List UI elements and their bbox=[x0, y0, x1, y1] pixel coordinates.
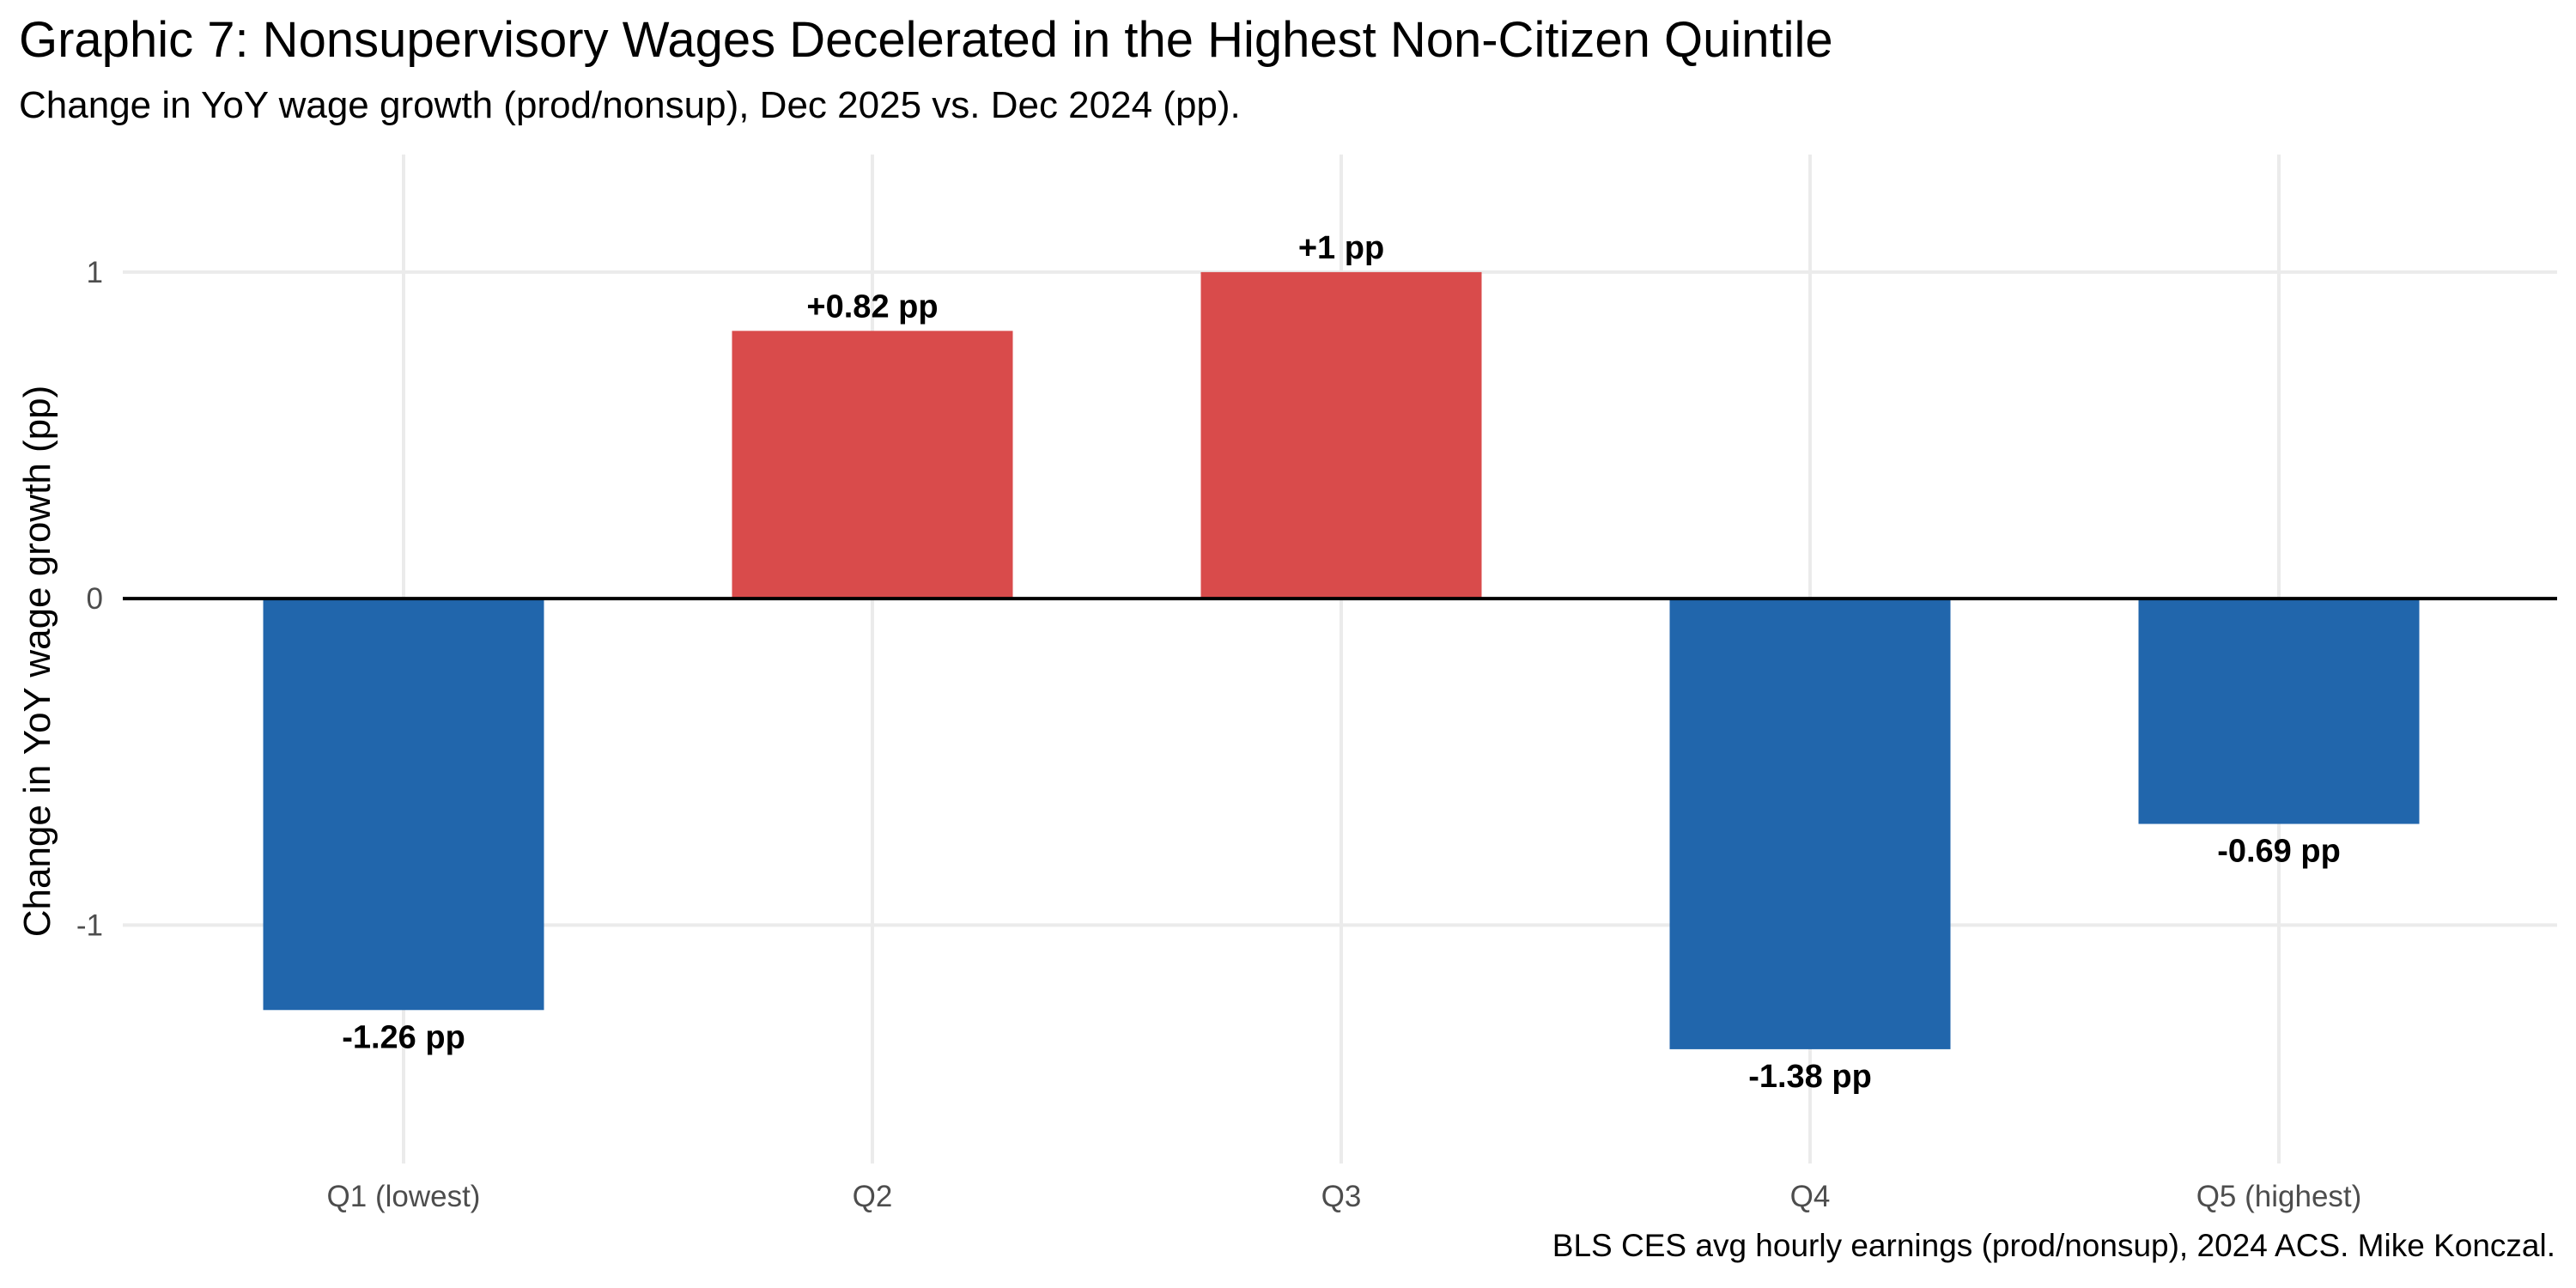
x-tick-label: Q1 (lowest) bbox=[327, 1180, 481, 1213]
y-axis-ticks: -1 0 1 bbox=[76, 256, 103, 943]
x-axis-ticks: Q1 (lowest) Q2 Q3 Q4 Q5 (highest) bbox=[327, 1180, 2362, 1213]
y-tick-label: -1 bbox=[76, 908, 103, 942]
y-axis-title: Change in YoY wage growth (pp) bbox=[16, 386, 58, 938]
x-tick-label: Q2 bbox=[853, 1180, 893, 1213]
chart-subtitle: Change in YoY wage growth (prod/nonsup),… bbox=[19, 84, 1241, 126]
bar-5 bbox=[2138, 598, 2420, 824]
x-tick-label: Q3 bbox=[1321, 1180, 1362, 1213]
data-label-4: -1.38 pp bbox=[1748, 1059, 1872, 1095]
bars bbox=[263, 271, 2420, 1049]
y-tick-label: 1 bbox=[87, 256, 103, 289]
x-tick-label: Q4 bbox=[1790, 1180, 1831, 1213]
data-label-1: -1.26 pp bbox=[342, 1019, 465, 1055]
bar-2 bbox=[732, 331, 1013, 599]
x-tick-label: Q5 (highest) bbox=[2196, 1180, 2362, 1213]
chart-title: Graphic 7: Nonsupervisory Wages Decelera… bbox=[19, 12, 1833, 68]
data-labels: -1.26 pp +0.82 pp +1 pp -1.38 pp -0.69 pp bbox=[342, 230, 2341, 1095]
bar-3 bbox=[1200, 271, 1482, 599]
data-label-3: +1 pp bbox=[1298, 230, 1384, 266]
bar-4 bbox=[1669, 598, 1951, 1049]
y-tick-label: 0 bbox=[87, 582, 103, 616]
chart-caption: BLS CES avg hourly earnings (prod/nonsup… bbox=[1552, 1228, 2555, 1263]
data-label-2: +0.82 pp bbox=[806, 289, 938, 325]
data-label-5: -0.69 pp bbox=[2217, 834, 2341, 870]
bar-1 bbox=[263, 598, 544, 1011]
